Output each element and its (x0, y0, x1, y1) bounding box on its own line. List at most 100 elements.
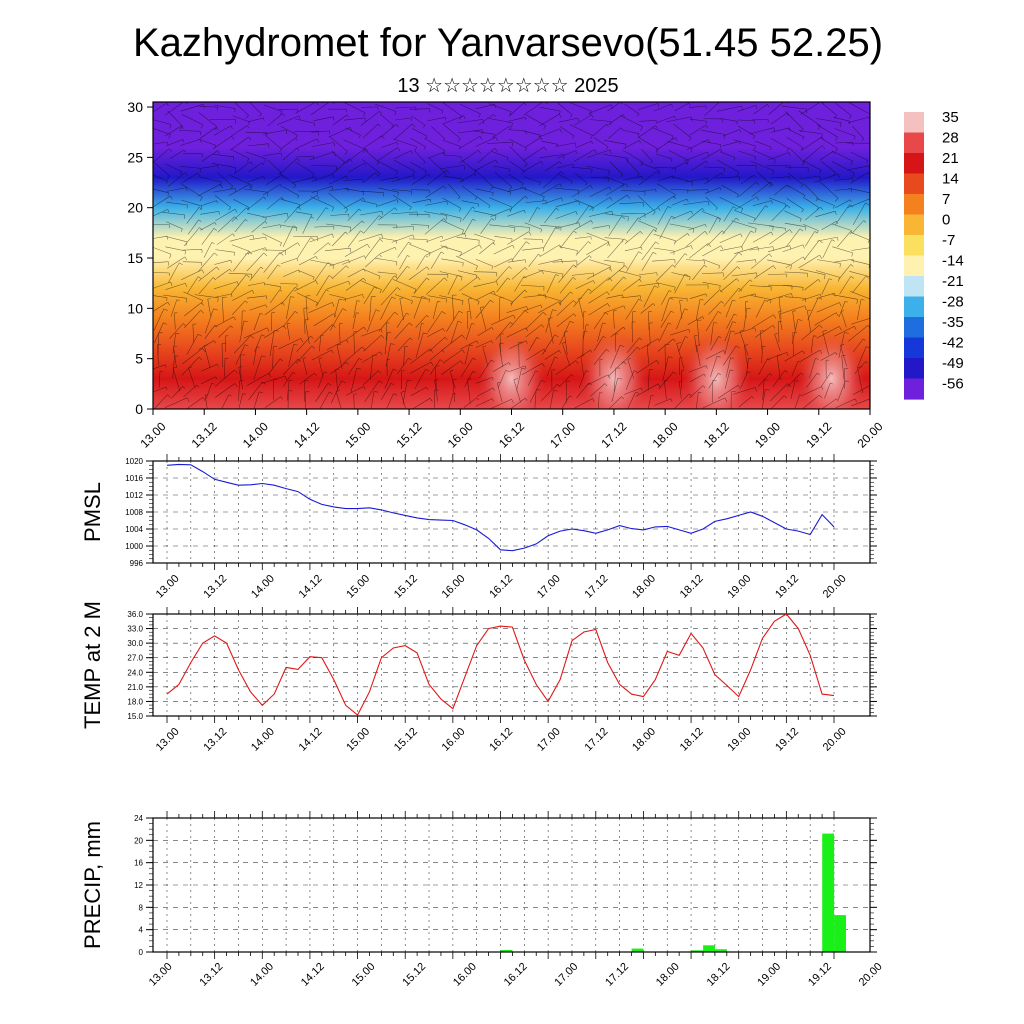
wind-barb (333, 298, 340, 318)
wind-barb (452, 295, 455, 321)
wind-barb (771, 205, 788, 222)
wind-barb-flag (199, 207, 203, 210)
wind-barb-flag (293, 185, 296, 189)
wind-barb-flag (461, 334, 466, 339)
wind-barb (701, 140, 721, 145)
wind-barb-flag (833, 115, 837, 119)
wind-barb-flag (381, 135, 385, 140)
wind-barb-flag (814, 231, 818, 234)
wind-barb (589, 259, 611, 267)
wind-barb-flag (199, 197, 203, 202)
wind-barb (204, 395, 208, 409)
wind-barb-flag (434, 379, 439, 381)
wind-barb-flag (380, 335, 385, 339)
wind-barb (820, 352, 836, 361)
wind-barb (475, 398, 493, 407)
wind-barb-flag (688, 393, 693, 397)
wind-barb (153, 209, 168, 217)
wind-barb (418, 323, 422, 340)
wind-barb-flag (591, 114, 594, 118)
wind-barb (715, 176, 740, 179)
page-title: Kazhydromet for Yanvarsevo(51.45 52.25) (133, 21, 883, 65)
wind-barb (756, 171, 772, 186)
wind-barb-flag (183, 214, 185, 219)
wind-barb (610, 326, 624, 338)
wind-barb (511, 267, 526, 280)
wind-barb-flag (246, 207, 250, 211)
wind-barb-flag (542, 363, 545, 367)
wind-barb-flag (182, 386, 186, 389)
wind-barb (674, 273, 686, 294)
wind-barb-flag (786, 184, 789, 188)
wind-barb (201, 200, 217, 206)
wind-barb (787, 128, 805, 138)
wind-barb-flag (163, 322, 168, 325)
wind-barb (283, 269, 299, 277)
wind-barb-flag (439, 359, 443, 362)
wind-barb (345, 277, 364, 291)
wind-barb (508, 117, 526, 122)
warm-core (797, 332, 866, 409)
wind-barb (164, 397, 188, 408)
wind-barb-flag (592, 207, 595, 211)
wind-barb (784, 350, 803, 362)
wind-barb-flag (284, 375, 287, 381)
wind-barb (841, 311, 847, 328)
wind-barb (329, 294, 347, 299)
wind-barb-flag (588, 205, 593, 208)
wind-barb (723, 288, 740, 307)
wind-barb-flag (423, 125, 426, 128)
wind-barb (817, 124, 838, 138)
wind-barb (360, 200, 378, 205)
wind-barb-flag (478, 240, 480, 245)
x-tick-label: 16.00 (451, 961, 479, 989)
wind-barb-flag (590, 349, 593, 353)
wind-barb-flag (786, 148, 789, 152)
wind-barb (280, 198, 301, 205)
wind-barb (525, 311, 544, 330)
wind-barb (656, 153, 673, 160)
wind-barb (428, 157, 447, 175)
wind-barb (850, 172, 869, 184)
wind-barb (311, 349, 332, 361)
wind-barb-flag (640, 162, 644, 167)
wind-barb-flag (362, 294, 364, 298)
wind-barb-flag (356, 368, 361, 370)
wind-barb-flag (850, 276, 855, 279)
wind-barb (538, 128, 561, 138)
wind-barb (851, 398, 870, 407)
wind-barb-flag (573, 300, 577, 304)
wind-barb-flag (234, 108, 236, 113)
wind-barb (539, 154, 564, 159)
wind-barb-flag (525, 195, 528, 199)
wind-barb (311, 165, 337, 167)
wind-barb (656, 282, 676, 288)
wind-barb-flag (736, 278, 740, 282)
wind-barb (798, 175, 820, 180)
wind-barb-flag (234, 188, 236, 193)
wind-barb-flag (802, 136, 805, 141)
wind-barb-flag (803, 195, 806, 199)
wind-barb-flag (511, 122, 513, 128)
wind-barb-flag (491, 327, 494, 331)
wind-barb-flag (786, 102, 789, 104)
wind-barb-flag (784, 370, 788, 373)
wind-barb (362, 123, 379, 139)
wind-barb-flag (462, 349, 465, 354)
wind-barb (816, 302, 840, 313)
wind-barb (238, 367, 244, 390)
wind-barb (329, 136, 348, 152)
wind-barb (509, 310, 526, 329)
wind-barb-flag (494, 148, 498, 152)
wind-barb (204, 325, 216, 339)
wind-barb (380, 296, 392, 320)
wind-barb (377, 160, 398, 172)
colorbar-label: 14 (942, 171, 959, 188)
wind-barb (688, 224, 706, 231)
wind-barb (213, 281, 238, 290)
wind-barb-flag (443, 185, 447, 190)
wind-barb (784, 166, 809, 168)
x-tick-label: 16.12 (487, 573, 515, 601)
wind-barb (784, 271, 808, 274)
wind-barb (183, 384, 197, 398)
